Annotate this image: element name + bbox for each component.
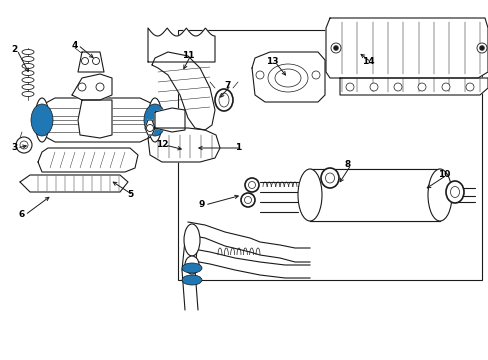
Text: 9: 9 xyxy=(199,201,205,210)
Ellipse shape xyxy=(311,71,319,79)
Ellipse shape xyxy=(96,83,104,91)
Ellipse shape xyxy=(22,49,34,54)
Ellipse shape xyxy=(215,89,232,111)
Ellipse shape xyxy=(297,169,321,221)
Text: 14: 14 xyxy=(361,58,373,67)
Polygon shape xyxy=(148,28,215,62)
Polygon shape xyxy=(38,148,138,172)
Ellipse shape xyxy=(449,186,459,198)
Ellipse shape xyxy=(182,263,202,273)
Ellipse shape xyxy=(22,77,34,82)
Ellipse shape xyxy=(22,71,34,76)
Ellipse shape xyxy=(256,71,264,79)
Ellipse shape xyxy=(35,98,49,142)
Ellipse shape xyxy=(476,43,486,53)
Polygon shape xyxy=(145,120,155,135)
Polygon shape xyxy=(40,98,158,142)
Ellipse shape xyxy=(267,64,307,92)
Polygon shape xyxy=(78,52,104,72)
Text: 7: 7 xyxy=(224,81,231,90)
Text: 5: 5 xyxy=(126,190,133,199)
Ellipse shape xyxy=(427,169,451,221)
Polygon shape xyxy=(155,108,184,132)
Ellipse shape xyxy=(22,91,34,96)
Text: 4: 4 xyxy=(72,40,78,49)
Polygon shape xyxy=(152,52,215,130)
Ellipse shape xyxy=(22,85,34,90)
Ellipse shape xyxy=(20,141,28,149)
Polygon shape xyxy=(251,52,325,102)
Ellipse shape xyxy=(219,93,228,107)
Ellipse shape xyxy=(31,104,53,136)
Ellipse shape xyxy=(182,275,202,285)
Ellipse shape xyxy=(22,57,34,62)
Ellipse shape xyxy=(16,137,32,153)
Ellipse shape xyxy=(417,83,425,91)
Ellipse shape xyxy=(445,181,463,203)
Polygon shape xyxy=(72,74,112,100)
Ellipse shape xyxy=(274,69,301,87)
Polygon shape xyxy=(309,169,439,221)
Ellipse shape xyxy=(92,58,99,64)
Ellipse shape xyxy=(479,45,484,50)
Text: 11: 11 xyxy=(182,50,194,59)
Ellipse shape xyxy=(81,58,88,64)
Ellipse shape xyxy=(330,43,340,53)
Ellipse shape xyxy=(393,83,401,91)
Ellipse shape xyxy=(148,98,162,142)
Ellipse shape xyxy=(78,83,86,91)
Text: 13: 13 xyxy=(265,58,278,67)
Ellipse shape xyxy=(320,168,338,188)
Polygon shape xyxy=(78,100,112,138)
Ellipse shape xyxy=(241,193,254,207)
Ellipse shape xyxy=(325,173,334,183)
Ellipse shape xyxy=(248,181,255,189)
Ellipse shape xyxy=(22,63,34,68)
Ellipse shape xyxy=(244,197,251,203)
Text: 1: 1 xyxy=(234,144,241,153)
Polygon shape xyxy=(325,18,487,78)
Text: 12: 12 xyxy=(156,140,168,149)
Text: 6: 6 xyxy=(19,211,25,220)
Text: 2: 2 xyxy=(11,45,17,54)
Text: 8: 8 xyxy=(344,161,350,170)
Bar xyxy=(178,30,481,280)
Ellipse shape xyxy=(369,83,377,91)
Ellipse shape xyxy=(333,45,338,50)
Text: 3: 3 xyxy=(11,144,17,153)
Ellipse shape xyxy=(146,125,153,131)
Ellipse shape xyxy=(184,256,199,274)
Polygon shape xyxy=(20,175,128,192)
Ellipse shape xyxy=(465,83,473,91)
Ellipse shape xyxy=(183,224,200,256)
Ellipse shape xyxy=(143,104,165,136)
Ellipse shape xyxy=(346,83,353,91)
Polygon shape xyxy=(148,128,220,162)
Ellipse shape xyxy=(244,178,259,192)
Ellipse shape xyxy=(441,83,449,91)
Polygon shape xyxy=(339,78,487,95)
Text: 10: 10 xyxy=(437,171,449,180)
